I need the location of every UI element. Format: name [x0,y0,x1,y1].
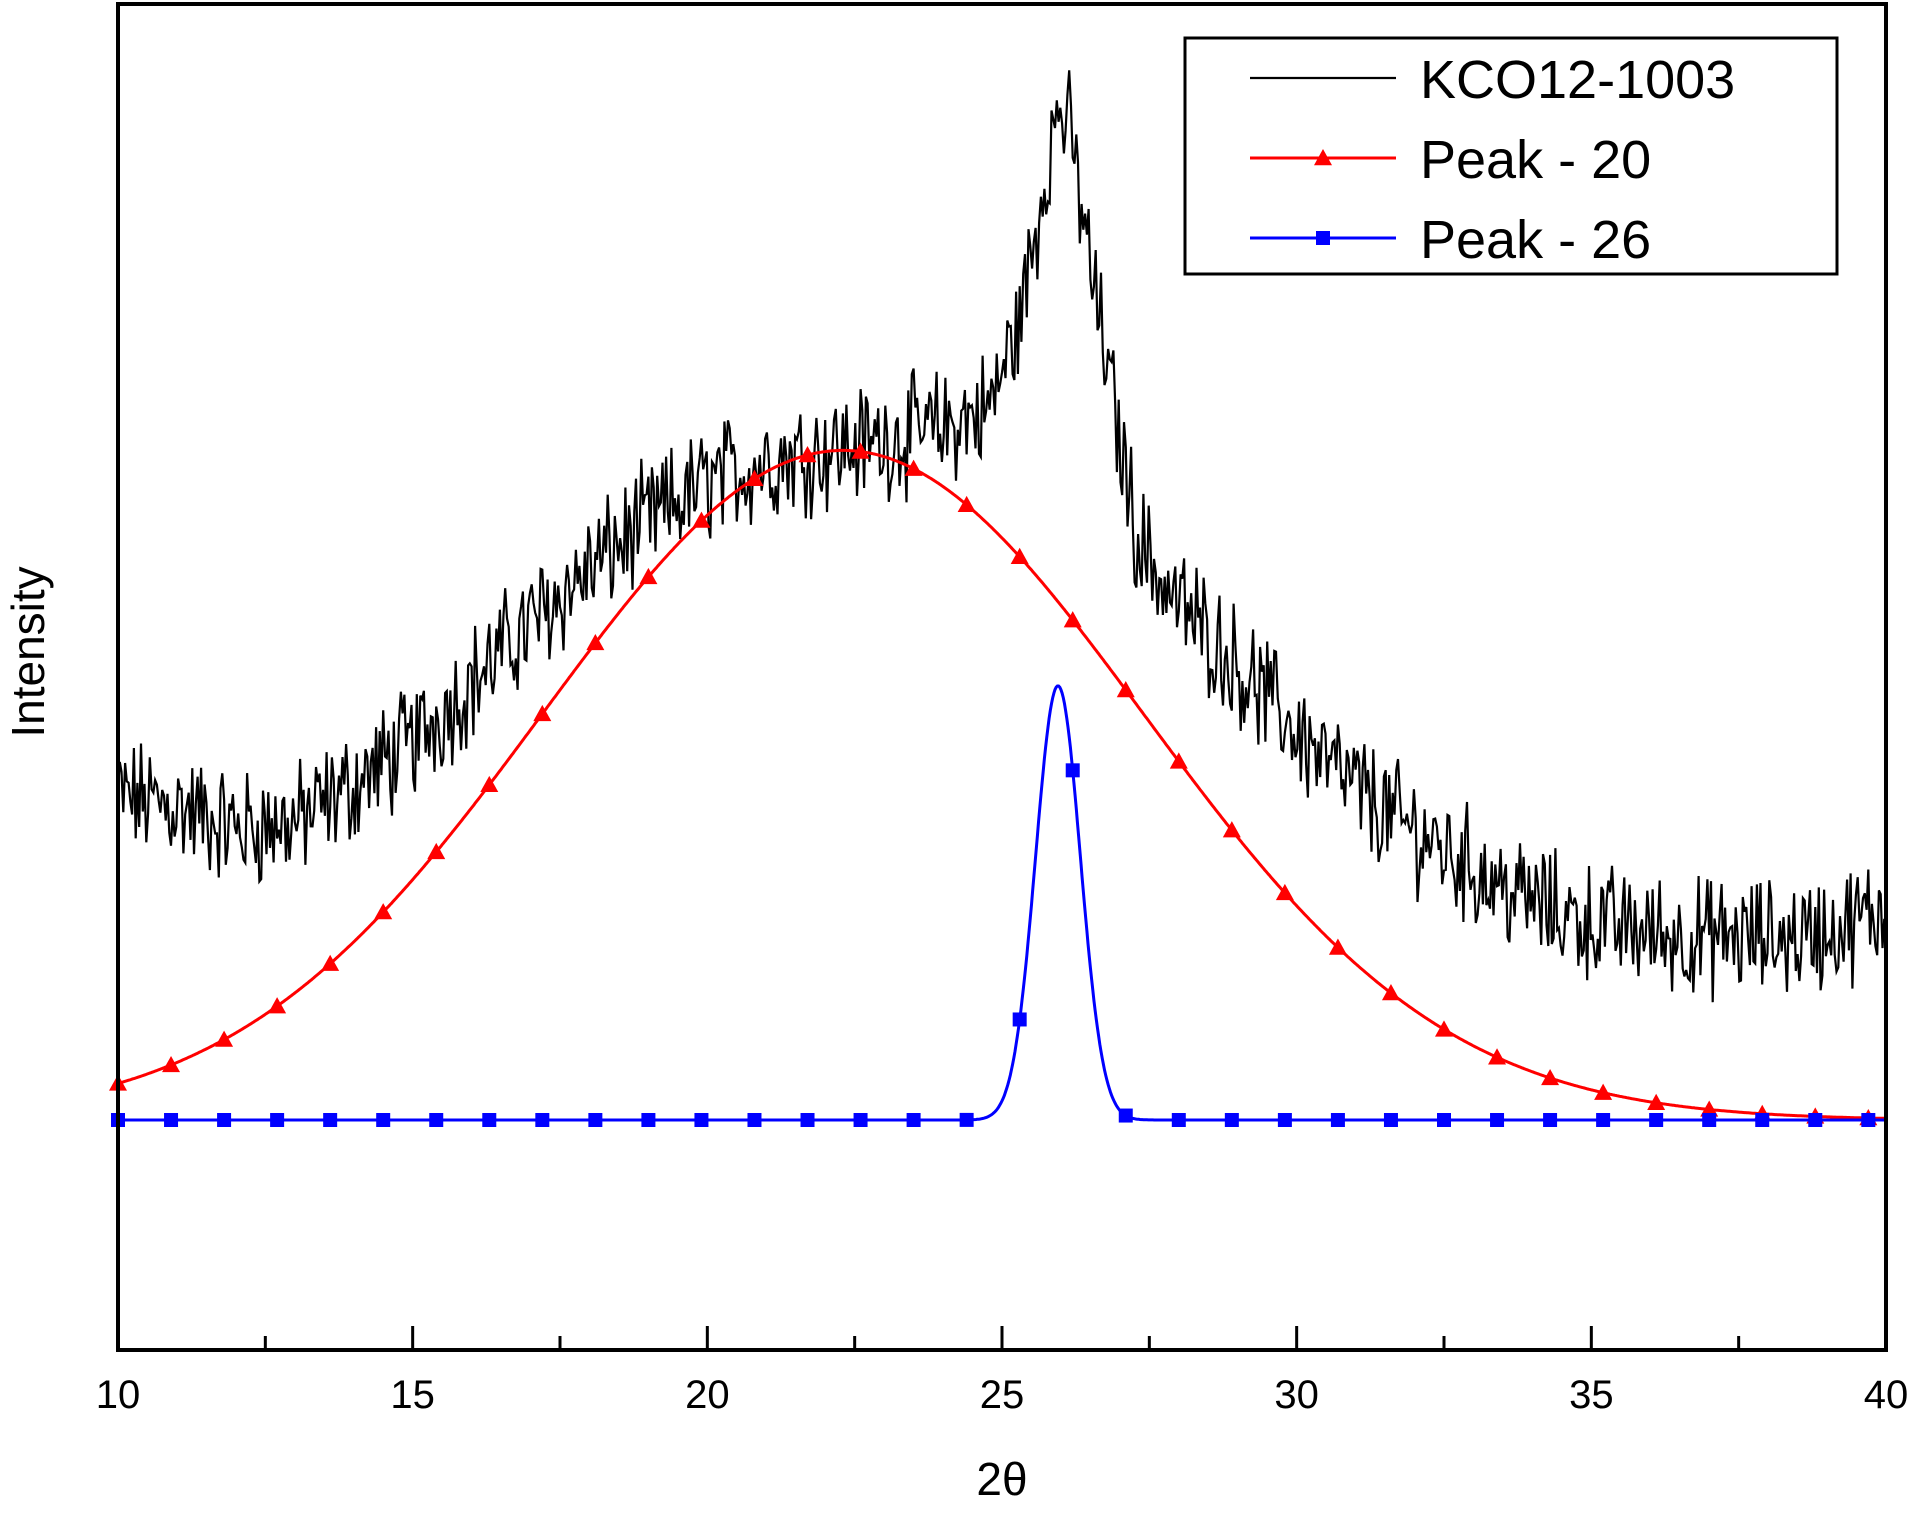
data-point-peak-26-3 [270,1113,285,1127]
legend-entry-kco12-1003: KCO12-1003 [1250,50,1735,110]
data-point-peak-20-9 [586,633,605,651]
data-point-peak-20-23 [1328,938,1347,955]
data-point-peak-26-4 [323,1113,338,1127]
x-tick-label-10: 10 [96,1373,141,1417]
data-point-peak-20-13 [798,446,817,463]
data-point-peak-26-6 [429,1113,444,1127]
data-point-peak-20-5 [374,903,393,920]
data-point-peak-26-22 [1277,1113,1292,1127]
data-point-peak-20-24 [1381,984,1400,1001]
data-point-peak-20-22 [1275,883,1294,901]
data-point-peak-20-3 [268,997,287,1014]
data-point-peak-26-13 [800,1113,815,1127]
legend-entry-peak-26: Peak - 26 [1250,210,1651,270]
data-point-peak-26-15 [906,1113,921,1127]
data-point-peak-26-20 [1171,1112,1186,1127]
x-tick-label-25: 25 [980,1373,1025,1417]
legend-label-peak-26: Peak - 26 [1420,210,1651,270]
data-point-peak-20-19 [1116,681,1135,698]
x-tick-label-30: 30 [1274,1373,1319,1417]
data-point-peak-26-5 [376,1113,391,1127]
data-point-peak-20-1 [162,1055,181,1073]
legend-label-kco12-1003: KCO12-1003 [1420,50,1735,110]
data-point-peak-20-16 [957,495,976,513]
x-tick-label-35: 35 [1569,1373,1614,1417]
data-point-peak-26-17 [1012,1012,1027,1027]
series-kco12-1003 [116,70,1887,1003]
legend: KCO12-1003 Peak - 20 Peak - 26 [1183,36,1839,276]
data-point-peak-26-30 [1702,1113,1717,1127]
series-peak-26 [111,684,1886,1127]
data-point-peak-20-30 [1700,1100,1719,1117]
data-point-peak-26-16 [959,1112,974,1127]
y-axis-title: Intensity [2,566,54,737]
data-point-peak-20-10 [639,567,658,585]
x-tick-label-20: 20 [685,1373,730,1417]
data-point-peak-20-2 [215,1030,234,1047]
data-point-peak-20-15 [904,459,923,476]
data-point-peak-26-11 [694,1113,709,1127]
data-point-peak-26-8 [535,1113,550,1127]
data-point-peak-26-29 [1649,1113,1664,1127]
series-line-kco12-1003 [116,70,1887,1003]
data-point-peak-26-7 [482,1113,497,1127]
data-point-peak-26-31 [1755,1113,1770,1127]
data-point-peak-26-33 [1861,1113,1876,1127]
data-point-peak-20-14 [851,442,870,459]
data-point-peak-20-7 [480,775,499,793]
data-point-peak-26-14 [853,1113,868,1127]
legend-marker-peak-20 [1314,149,1332,166]
series-line-peak-20 [117,448,1886,1120]
legend-entry-peak-20: Peak - 20 [1250,130,1651,190]
data-point-peak-26-10 [641,1113,656,1127]
data-point-peak-26-12 [747,1113,762,1127]
data-point-peak-26-19 [1118,1108,1133,1123]
data-point-peak-20-11 [692,511,711,528]
series-peak-20 [109,442,1886,1126]
x-axis-title: 2θ [976,1453,1027,1505]
data-point-peak-26-9 [588,1113,603,1127]
data-point-peak-26-21 [1224,1113,1239,1127]
data-point-peak-20-4 [321,954,340,971]
data-point-peak-20-25 [1435,1020,1453,1037]
data-point-peak-26-28 [1596,1113,1611,1127]
legend-marker-peak-26 [1316,231,1330,245]
data-point-peak-20-8 [533,704,552,722]
data-point-peak-20-29 [1647,1093,1666,1110]
data-point-peak-20-21 [1222,821,1241,838]
x-axis: 10 15 20 25 30 35 40 [96,1326,1909,1417]
data-point-peak-20-6 [427,842,446,860]
x-tick-label-15: 15 [390,1373,435,1417]
data-point-peak-26-23 [1330,1113,1345,1127]
data-point-peak-26-26 [1490,1113,1505,1127]
x-tick-label-40: 40 [1864,1373,1909,1417]
data-point-peak-26-27 [1543,1113,1558,1127]
data-point-peak-20-26 [1488,1048,1507,1065]
data-point-peak-20-27 [1541,1068,1560,1086]
data-point-peak-26-32 [1808,1113,1823,1127]
data-point-peak-26-25 [1437,1113,1451,1127]
series-line-peak-26 [118,684,1886,1122]
data-point-peak-20-28 [1594,1083,1613,1100]
legend-label-peak-20: Peak - 20 [1420,130,1651,190]
data-point-peak-20-20 [1169,752,1188,769]
data-point-peak-26-2 [217,1113,232,1127]
data-point-peak-26-1 [164,1113,179,1127]
data-point-peak-20-17 [1010,547,1029,564]
data-point-peak-20-12 [745,469,764,486]
series-layer [109,70,1887,1127]
data-point-peak-26-24 [1383,1113,1398,1127]
data-point-peak-20-18 [1063,611,1082,628]
data-point-peak-26-18 [1065,763,1080,778]
